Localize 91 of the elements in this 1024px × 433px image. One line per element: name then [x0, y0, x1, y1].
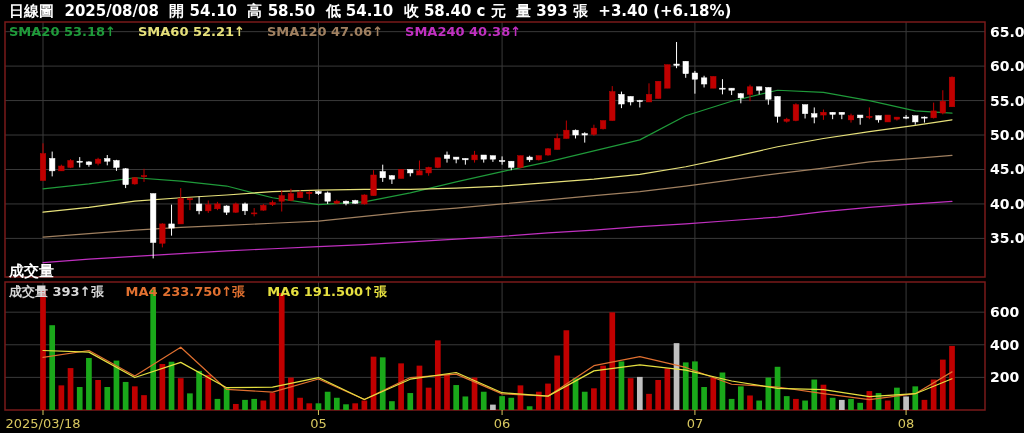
- bar: [352, 403, 359, 410]
- bar: [682, 362, 689, 410]
- bar: [545, 383, 551, 410]
- bar: [187, 393, 193, 410]
- bar: [444, 374, 450, 410]
- y-tick-label: 50.0: [990, 127, 1024, 144]
- bar: [884, 400, 891, 410]
- bar: [499, 396, 505, 410]
- text: SMA60 52.21↑: [138, 24, 245, 39]
- y-tick-label: 40.0: [990, 195, 1024, 212]
- bar: [434, 340, 441, 410]
- bar: [379, 357, 386, 410]
- bar: [177, 378, 184, 410]
- text: MA6 191.500↑張: [267, 284, 388, 299]
- bar: [306, 403, 313, 410]
- y-tick-label: 55.0: [990, 92, 1024, 109]
- bar: [747, 395, 753, 410]
- bar: [205, 374, 212, 410]
- bar: [838, 399, 845, 410]
- bar: [76, 387, 83, 410]
- bar: [398, 363, 404, 410]
- line-series: [42, 119, 953, 213]
- bar: [554, 355, 561, 410]
- bar: [903, 396, 909, 410]
- x-tick-label: 2025/03/18: [5, 416, 81, 431]
- x-tick-label: 05: [310, 416, 327, 431]
- bar: [508, 397, 515, 410]
- bar: [692, 361, 698, 410]
- x-tick-label: 07: [686, 416, 704, 431]
- text: SMA120 47.06↑: [267, 24, 384, 39]
- y-tick-label: 400: [990, 336, 1020, 353]
- y-tick-label: 600: [990, 304, 1020, 321]
- bar: [288, 377, 294, 410]
- bar: [793, 398, 799, 410]
- bar: [526, 406, 533, 410]
- bar: [480, 391, 487, 410]
- bar: [196, 370, 202, 410]
- bar: [131, 386, 138, 410]
- bar: [949, 345, 955, 410]
- text: SMA240 40.38↑: [405, 24, 522, 39]
- bar: [453, 385, 460, 410]
- line-series: [42, 200, 953, 264]
- bar: [315, 403, 322, 410]
- bar: [802, 400, 808, 410]
- series-label: 成交量 393↑張: [8, 284, 105, 299]
- bar: [49, 325, 56, 410]
- text: SMA20 53.18↑: [9, 24, 116, 39]
- bar: [912, 386, 919, 410]
- bar: [756, 400, 763, 410]
- bar: [591, 388, 597, 410]
- bar: [811, 379, 818, 410]
- y-tick-label: 35.0: [990, 230, 1024, 247]
- x-tick-label: 06: [493, 416, 511, 431]
- bar: [490, 404, 496, 410]
- bar: [343, 404, 349, 410]
- bar: [655, 380, 662, 410]
- bar: [857, 402, 864, 410]
- y-tick-label: 65.0: [990, 23, 1024, 40]
- x-tick-label: 08: [897, 416, 915, 431]
- bar: [636, 376, 643, 410]
- bar: [407, 393, 414, 410]
- bar: [737, 386, 744, 410]
- bar: [104, 387, 111, 410]
- chart-title: 日線圖 2025/08/08 開 54.10 高 58.50 低 54.10 收 58.40 c 元 量 393 張 +3.40 (+6.18%): [9, 2, 732, 20]
- bar: [251, 398, 258, 410]
- bar: [848, 398, 854, 410]
- bar: [389, 401, 395, 410]
- y-tick-label: 45.0: [990, 161, 1024, 178]
- bar: [646, 393, 652, 410]
- bar: [600, 365, 606, 410]
- line-series: [42, 89, 953, 206]
- bar: [581, 391, 588, 410]
- text: MA4 233.750↑張: [125, 284, 247, 299]
- chart-title: 成交量: [8, 262, 54, 280]
- bar: [462, 396, 469, 410]
- bar: [783, 396, 790, 410]
- bar: [939, 359, 946, 410]
- bar: [297, 397, 303, 410]
- bar: [232, 403, 239, 410]
- bar: [95, 380, 101, 410]
- bar: [701, 387, 707, 410]
- y-tick-label: 200: [990, 369, 1020, 386]
- line-series: [42, 154, 953, 238]
- y-tick-label: 60.0: [990, 58, 1024, 75]
- bar: [86, 357, 92, 410]
- bar: [242, 399, 248, 410]
- bar: [710, 377, 717, 410]
- bar: [609, 312, 616, 410]
- bar: [535, 391, 542, 410]
- bar: [141, 395, 147, 410]
- bar: [333, 397, 340, 410]
